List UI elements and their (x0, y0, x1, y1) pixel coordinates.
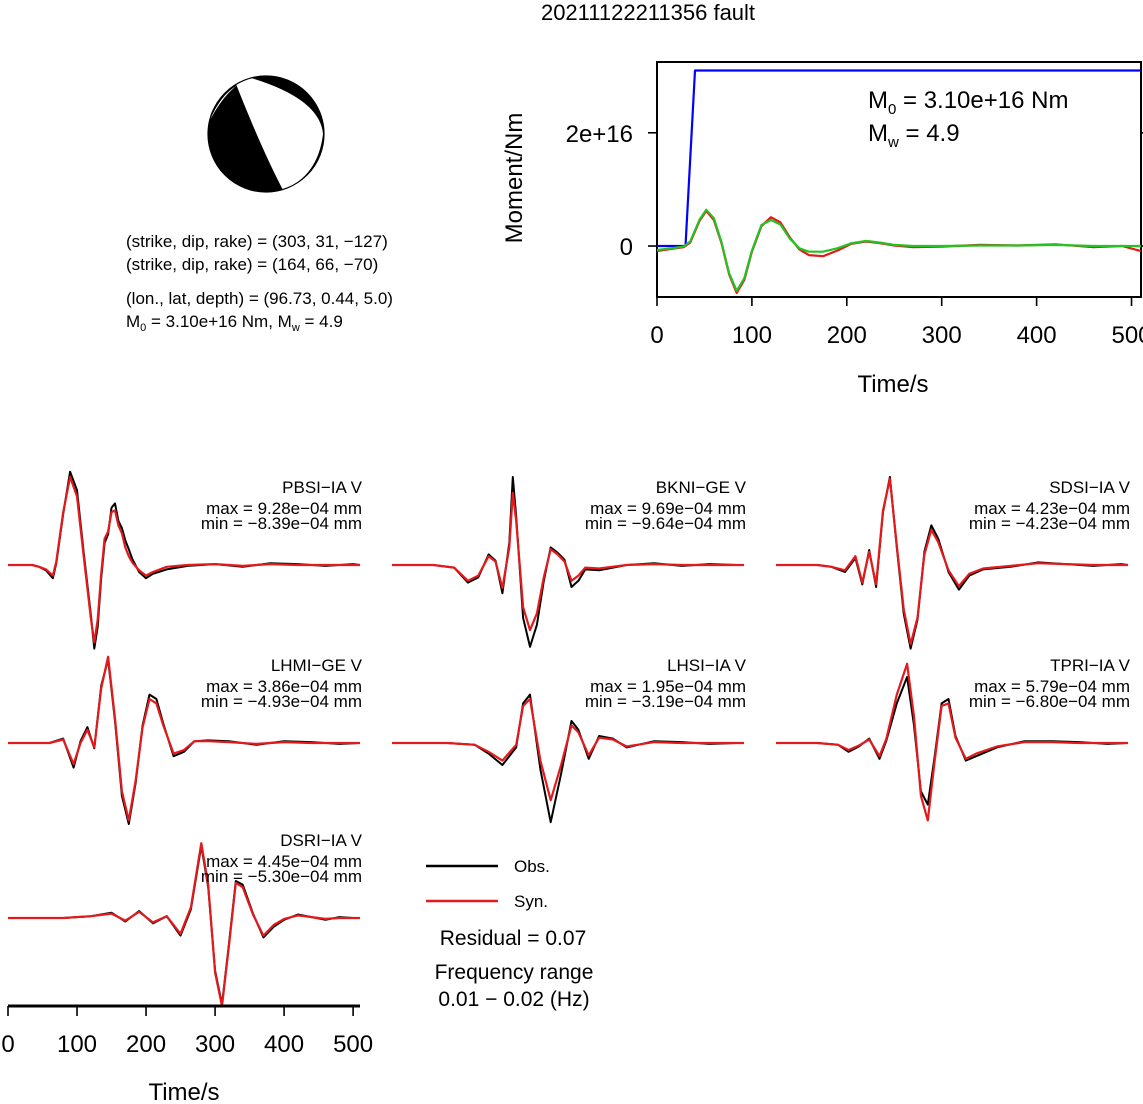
moment-y-axis-label: Moment/Nm (501, 113, 528, 244)
waveform-x-tick-label: 100 (57, 1031, 97, 1058)
moment-y-tick-label: 0 (620, 234, 633, 261)
waveform-x-tick-label: 300 (195, 1031, 235, 1058)
moment-x-tick-label: 200 (827, 322, 867, 349)
station-max: max = 1.95e−04 mm (590, 677, 746, 696)
synthetic-waveform (392, 697, 744, 802)
synthetic-waveform (776, 662, 1128, 822)
focal-mechanism-beachball (207, 75, 325, 193)
residual-text: Residual = 0.07 (440, 927, 587, 950)
moment-y-tick-label: 2e+16 (566, 121, 633, 148)
waveform-x-tick-label: 500 (333, 1031, 373, 1058)
legend-syn-label: Syn. (514, 892, 548, 911)
station-name: LHSI−IA V (667, 656, 747, 675)
waveform-x-tick-label: 400 (264, 1031, 304, 1058)
panel-moment-label: M0 = 3.10e+16 Nm (868, 87, 1068, 118)
moment-summary: M0 = 3.10e+16 Nm, Mw = 4.9 (126, 312, 343, 334)
waveform-time-axis: Time/s 0 100 200 300 400 500 (1, 1004, 373, 1104)
moment-plot-frame (656, 61, 1142, 298)
panel-magnitude-label: Mw = 4.9 (868, 120, 960, 151)
station-max: max = 9.28e−04 mm (206, 499, 362, 518)
nodal-plane-2: (strike, dip, rake) = (164, 66, −70) (126, 255, 378, 274)
legend: Obs. Syn. Residual = 0.07 Frequency rang… (426, 857, 593, 1011)
moment-x-tick-label: 100 (732, 322, 772, 349)
station-min: min = −4.23e−04 mm (969, 514, 1130, 533)
moment-x-tick-label: 400 (1017, 322, 1057, 349)
moment-series-0 (657, 69, 1141, 248)
frequency-range-title: Frequency range (435, 961, 594, 984)
synthetic-waveform (776, 477, 1128, 646)
station-max: max = 4.45e−04 mm (206, 852, 362, 871)
synthetic-waveform (392, 491, 744, 632)
waveform-x-tick-label: 0 (1, 1031, 14, 1058)
moment-x-axis-label: Time/s (857, 371, 928, 398)
station-min: min = −5.30e−04 mm (201, 867, 362, 886)
moment-series-2 (656, 208, 1141, 292)
waveform-x-tick-label: 200 (126, 1031, 166, 1058)
synthetic-waveform (8, 655, 360, 822)
station-name: PBSI−IA V (282, 478, 363, 497)
station-min: min = −3.19e−04 mm (585, 692, 746, 711)
station-max: max = 5.79e−04 mm (974, 677, 1130, 696)
station-max: max = 3.86e−04 mm (206, 677, 362, 696)
synthetic-waveform (8, 475, 360, 644)
station-name: TPRI−IA V (1050, 656, 1130, 675)
station-max: max = 9.69e−04 mm (590, 499, 746, 518)
nodal-plane-1: (strike, dip, rake) = (303, 31, −127) (126, 232, 388, 251)
moment-x-tick-label: 500 (1111, 322, 1143, 349)
station-min: min = −9.64e−04 mm (585, 514, 746, 533)
moment-rate-panel: Moment/Nm Time/s M0 = 3.10e+16 Nm Mw = 4… (501, 61, 1143, 398)
figure-title: 20211122211356 fault (541, 0, 755, 25)
frequency-range-value: 0.01 − 0.02 (Hz) (438, 988, 589, 1011)
station-name: SDSI−IA V (1049, 478, 1130, 497)
hypocenter-location: (lon., lat, depth) = (96.73, 0.44, 5.0) (126, 289, 393, 308)
station-name: DSRI−IA V (280, 831, 362, 850)
moment-x-tick-label: 300 (922, 322, 962, 349)
waveform-x-axis-label: Time/s (148, 1079, 219, 1104)
station-name: LHMI−GE V (271, 656, 363, 675)
station-min: min = −4.93e−04 mm (201, 692, 362, 711)
station-max: max = 4.23e−04 mm (974, 499, 1130, 518)
moment-x-tick-label: 0 (650, 322, 663, 349)
legend-obs-label: Obs. (514, 857, 550, 876)
station-min: min = −6.80e−04 mm (969, 692, 1130, 711)
station-name: BKNI−GE V (656, 478, 747, 497)
station-min: min = −8.39e−04 mm (201, 514, 362, 533)
